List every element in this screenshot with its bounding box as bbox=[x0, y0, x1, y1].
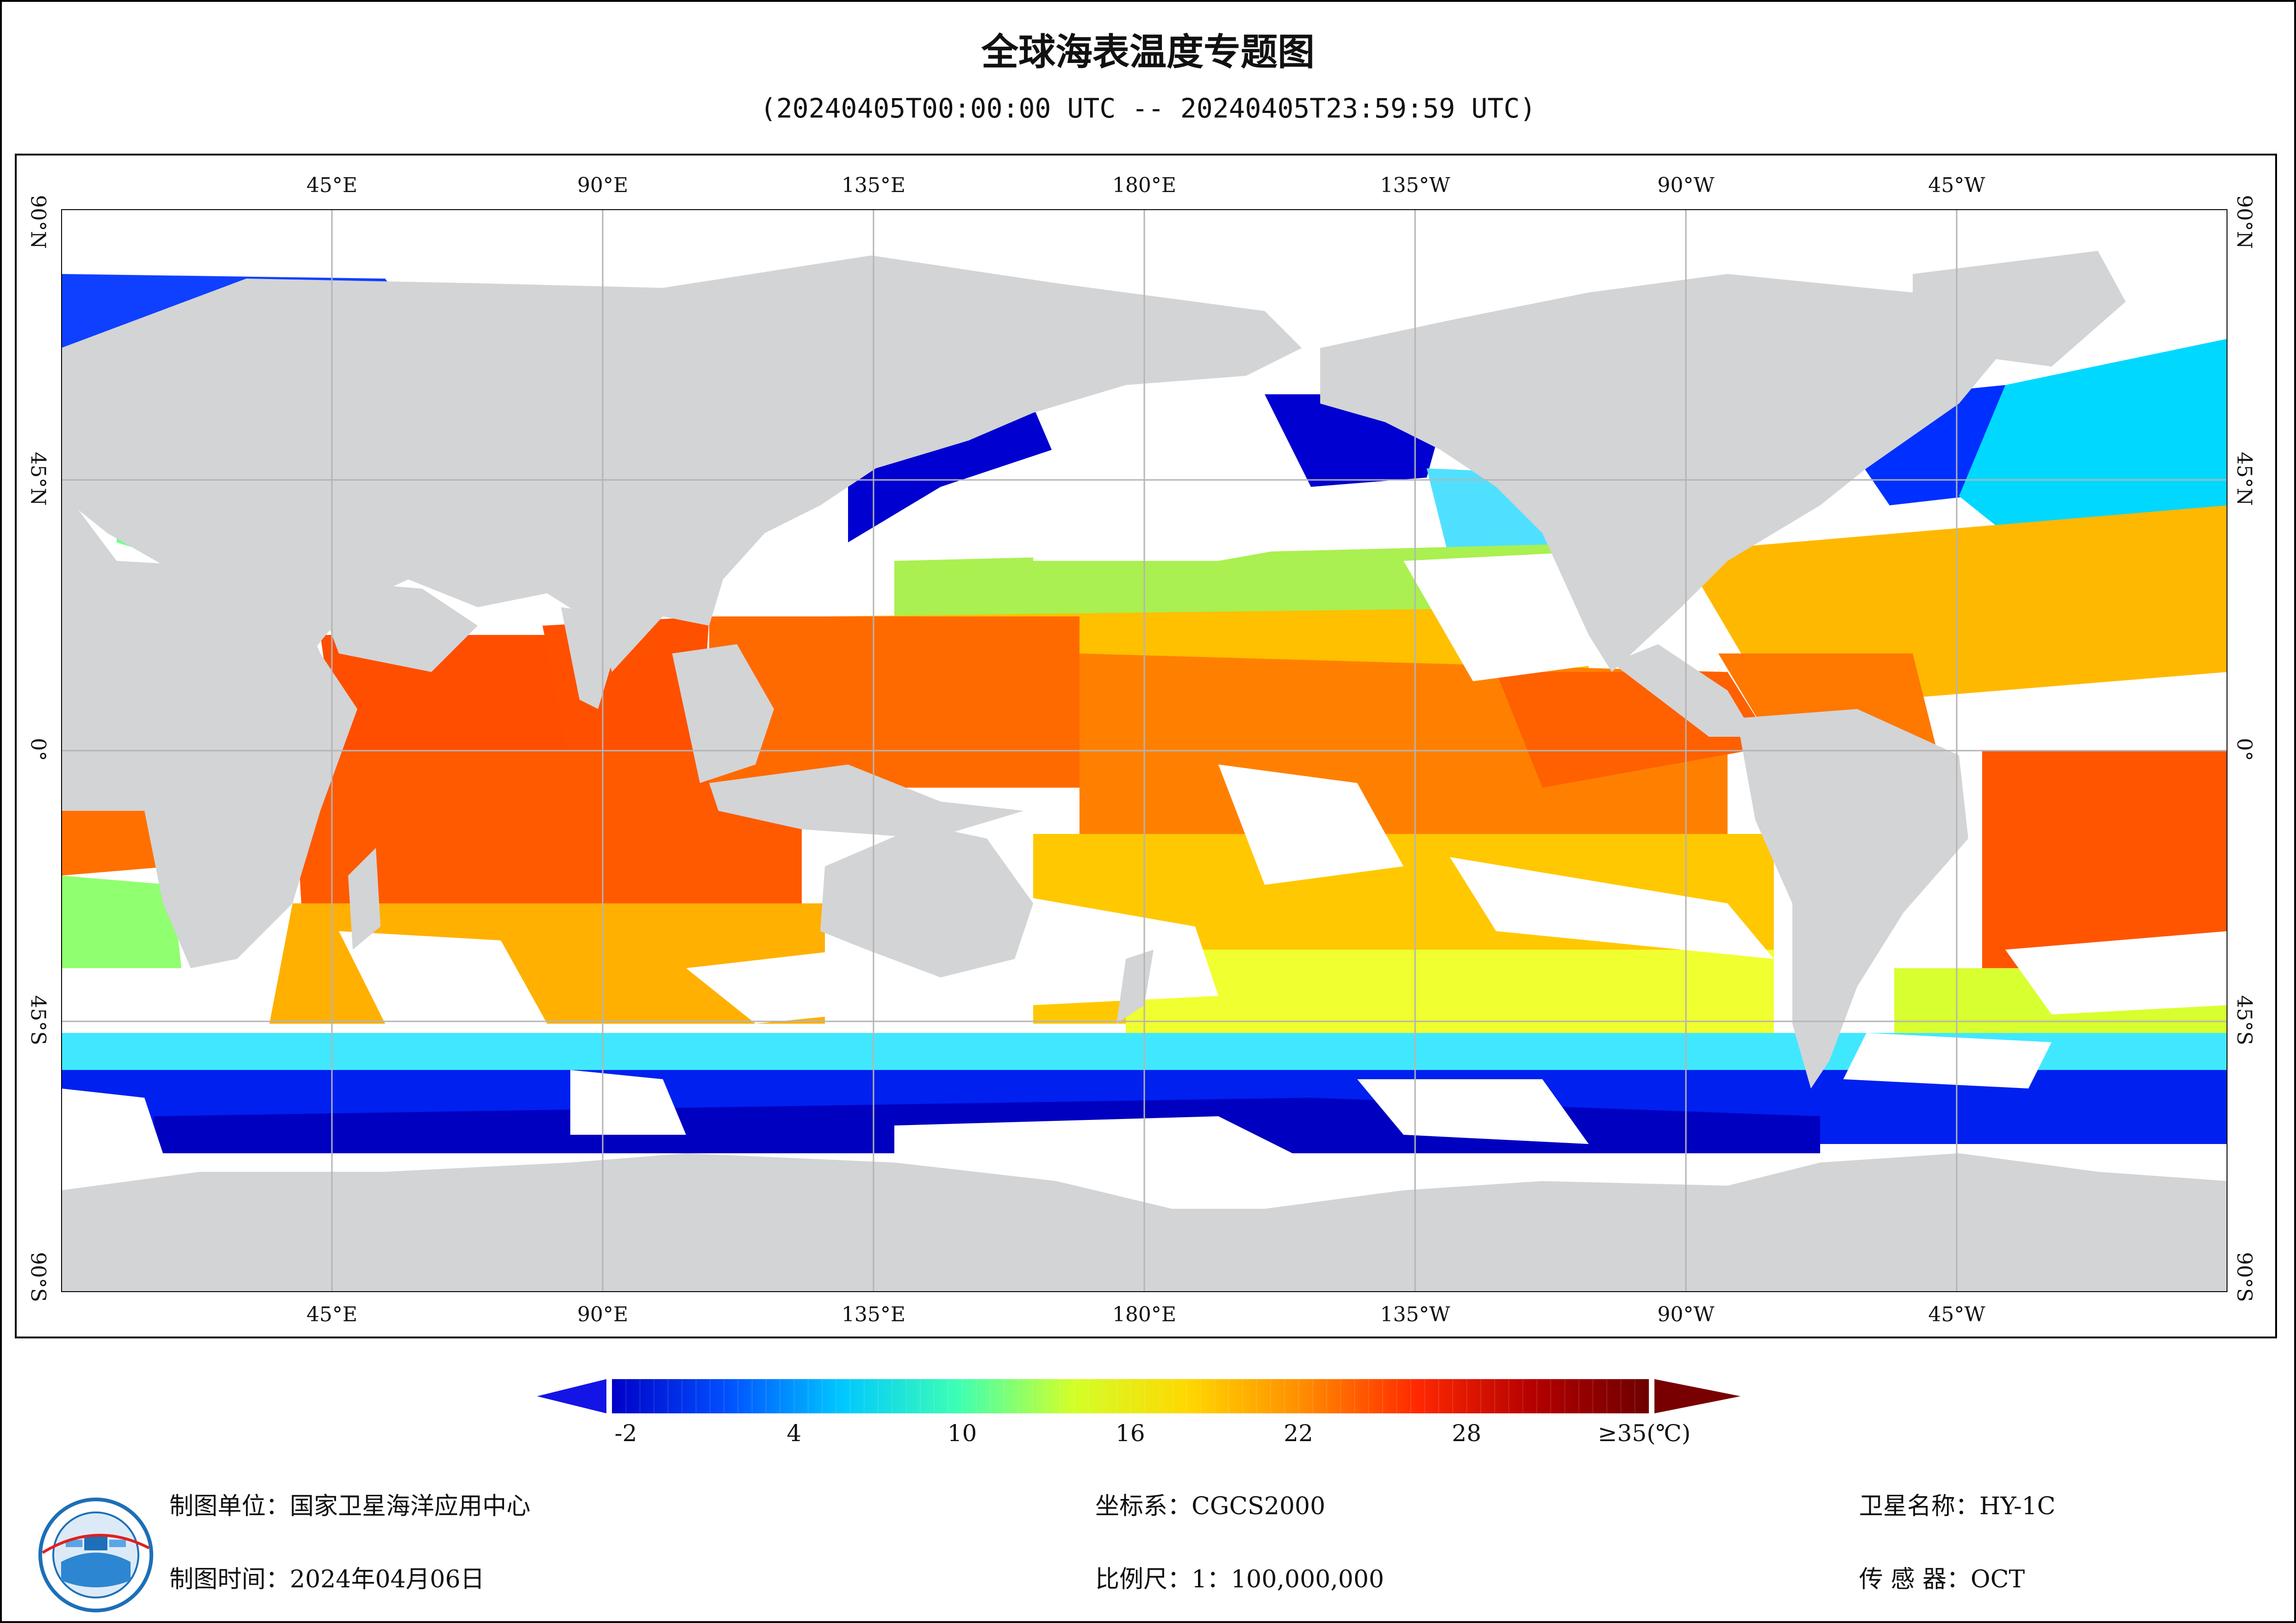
nsoas-satellite-logo-icon bbox=[38, 1498, 153, 1612]
colorbar-gradient bbox=[612, 1379, 1649, 1413]
land-eurasia bbox=[61, 255, 1302, 672]
colorbar-tick-label: 10 bbox=[947, 1420, 977, 1447]
cloud-gap bbox=[1218, 765, 1404, 885]
graticule bbox=[61, 209, 2227, 1292]
page-title: 全球海表温度专题图 bbox=[981, 31, 1315, 74]
latitude-label: 0° bbox=[2232, 738, 2256, 761]
sst-patch-south-pacific-yellow bbox=[1126, 950, 1774, 1042]
cloud-gap bbox=[1010, 894, 1218, 1005]
longitude-label: 135°E bbox=[841, 1303, 906, 1326]
colorbar-under-arrow bbox=[537, 1379, 606, 1413]
cloud-gap bbox=[1450, 857, 1774, 959]
cloud-gap bbox=[1404, 552, 1612, 681]
latitude-label: 0° bbox=[26, 738, 50, 761]
longitude-label: 135°W bbox=[1380, 1303, 1450, 1326]
longitude-label: 135°E bbox=[841, 174, 906, 197]
colorbar-tick-label: 28 bbox=[1452, 1420, 1482, 1447]
sst-patch-benguela bbox=[61, 876, 181, 968]
sst-patch-south-atlantic-warm bbox=[1982, 751, 2227, 987]
latitude-label: 90°N bbox=[2232, 195, 2256, 249]
temperature-colorbar bbox=[537, 1379, 1741, 1413]
longitude-label: 90°E bbox=[577, 1303, 629, 1326]
sensor-label: 传 感 器：OCT bbox=[1859, 1566, 2025, 1593]
latitude-label: 45°N bbox=[2232, 452, 2256, 506]
land-south-america bbox=[1737, 709, 1968, 1088]
colorbar-over-arrow bbox=[1654, 1379, 1741, 1413]
land-central-america bbox=[1612, 644, 1755, 737]
land-north-america bbox=[1320, 274, 2005, 672]
producer-label: 制图单位：国家卫星海洋应用中心 bbox=[169, 1492, 531, 1520]
colorbar-tick-label: -2 bbox=[614, 1420, 637, 1447]
longitude-label: 180°E bbox=[1112, 174, 1177, 197]
longitude-label: 45°E bbox=[306, 174, 358, 197]
colorbar-tick-label: ≥35(℃) bbox=[1597, 1420, 1691, 1447]
longitude-label: 45°E bbox=[306, 1303, 358, 1326]
cloud-gap bbox=[1033, 487, 1427, 561]
land-africa bbox=[61, 487, 357, 968]
production-date-label: 制图时间：2024年04月06日 bbox=[169, 1566, 485, 1593]
sst-patch-western-pacific bbox=[709, 616, 1079, 788]
longitude-label: 45°W bbox=[1928, 174, 1985, 197]
land-maritime-continent bbox=[709, 765, 1024, 839]
sst-patch-indian-ocean-eq bbox=[293, 751, 802, 913]
colorbar-tick-label: 16 bbox=[1115, 1420, 1145, 1447]
latitude-label: 45°S bbox=[26, 995, 50, 1045]
colorbar-tick-label: 4 bbox=[786, 1420, 802, 1447]
sst-patch-arabian-sea bbox=[320, 635, 607, 765]
land-madagascar bbox=[348, 848, 381, 950]
longitude-label: 90°W bbox=[1657, 1303, 1715, 1326]
cloud-gap bbox=[1843, 1033, 2052, 1088]
cloud-gap bbox=[61, 1088, 163, 1163]
longitude-label: 90°W bbox=[1657, 174, 1715, 197]
latitude-label: 45°N bbox=[26, 452, 50, 506]
latitude-label: 45°S bbox=[2232, 995, 2256, 1045]
latitude-label: 90°N bbox=[26, 195, 50, 249]
cloud-gap bbox=[339, 931, 547, 1024]
land-se-asia bbox=[672, 644, 774, 783]
colorbar-tick-label: 22 bbox=[1284, 1420, 1313, 1447]
map-scale-label: 比例尺：1：100,000,000 bbox=[1095, 1566, 1384, 1593]
cloud-gap bbox=[570, 1070, 686, 1135]
cloud-gap bbox=[686, 950, 941, 1024]
cloud-gap bbox=[2005, 931, 2227, 1014]
longitude-label: 90°E bbox=[577, 174, 629, 197]
latitude-label: 90°S bbox=[2232, 1252, 2256, 1302]
longitude-label: 135°W bbox=[1380, 174, 1450, 197]
coordinate-system-label: 坐标系：CGCS2000 bbox=[1095, 1492, 1326, 1520]
time-range-subtitle: (20240405T00:00:00 UTC -- 20240405T23:59… bbox=[760, 93, 1536, 124]
cloud-gap bbox=[894, 1116, 1311, 1163]
satellite-name-label: 卫星名称：HY-1C bbox=[1859, 1492, 2056, 1520]
land-arabia bbox=[311, 579, 478, 672]
land-greenland bbox=[1913, 251, 2126, 367]
map-panel-border bbox=[15, 154, 2277, 1338]
sst-patch-north-atlantic-mid bbox=[1959, 339, 2227, 533]
longitude-label: 45°W bbox=[1928, 1303, 1985, 1326]
sea-surface-temperature-map bbox=[61, 209, 2227, 1292]
land-india bbox=[561, 607, 626, 709]
longitude-label: 180°E bbox=[1112, 1303, 1177, 1326]
latitude-label: 90°S bbox=[26, 1252, 50, 1302]
